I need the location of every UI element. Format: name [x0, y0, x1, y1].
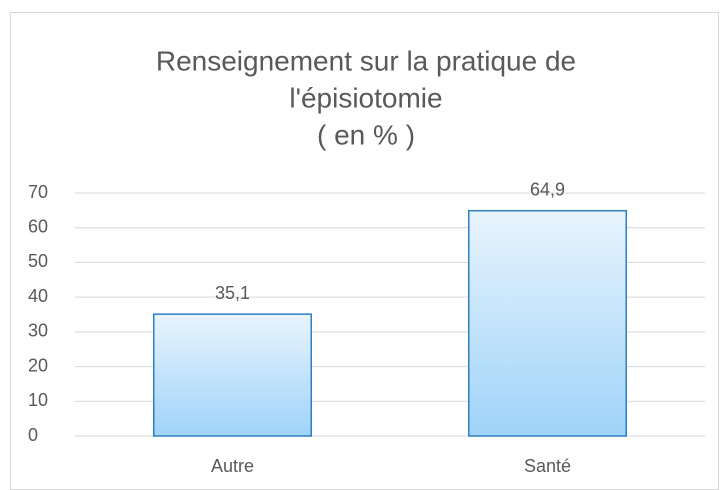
data-label: 35,1	[215, 283, 250, 303]
y-tick-label: 30	[28, 321, 48, 341]
y-tick-label: 20	[28, 355, 48, 375]
y-tick-label: 50	[28, 251, 48, 271]
y-tick-label: 60	[28, 216, 48, 236]
chart-title: Renseignement sur la pratique de	[156, 45, 576, 76]
chart-title: l'épisiotomie	[289, 82, 442, 113]
bar	[153, 313, 312, 437]
y-tick-label: 0	[28, 425, 38, 445]
y-tick-label: 70	[28, 182, 48, 202]
chart-title: ( en % )	[317, 119, 415, 150]
x-tick-label: Autre	[211, 456, 254, 476]
y-tick-label: 10	[28, 390, 48, 410]
bar	[468, 209, 627, 437]
data-label: 64,9	[530, 179, 565, 199]
x-tick-label: Santé	[524, 456, 571, 476]
y-tick-label: 40	[28, 286, 48, 306]
